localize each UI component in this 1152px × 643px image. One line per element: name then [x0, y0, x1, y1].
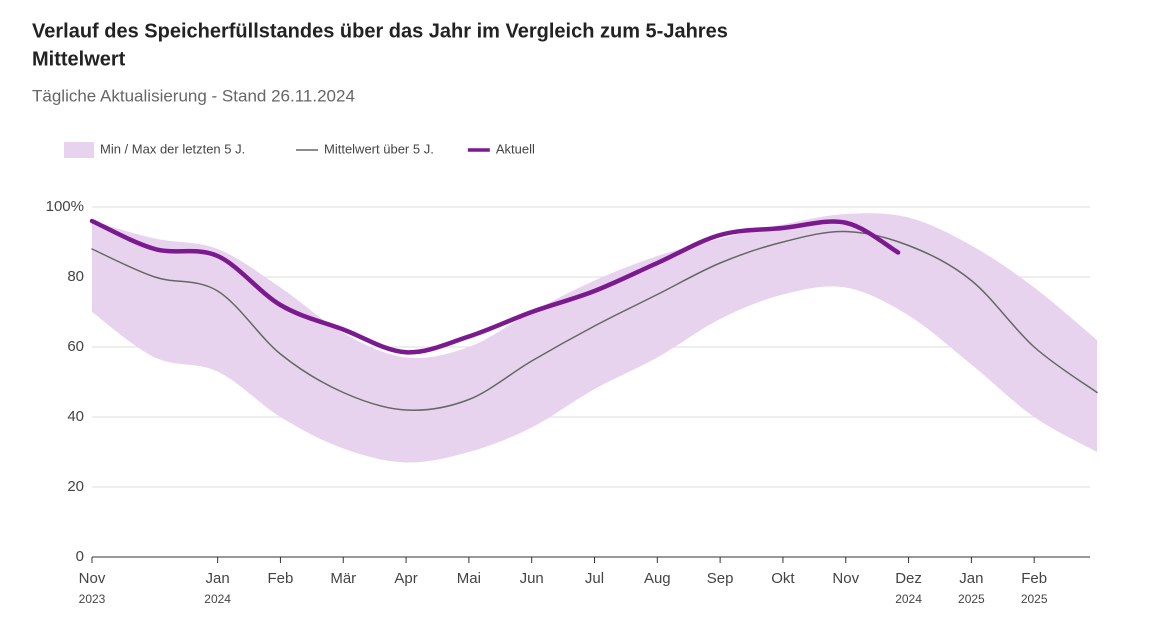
y-tick-label: 60	[67, 338, 84, 355]
x-tick-label: Dez	[895, 570, 922, 587]
y-tick-label: 20	[67, 478, 84, 495]
x-tick-label: Jan	[206, 570, 230, 587]
x-tick-label: Aug	[644, 570, 671, 587]
chart-subtitle: Tägliche Aktualisierung - Stand 26.11.20…	[32, 86, 355, 105]
chart-title: Verlauf des Speicherfüllstandes über das…	[32, 20, 728, 42]
y-tick-label: 100%	[46, 198, 84, 215]
legend-label: Min / Max der letzten 5 J.	[100, 141, 245, 156]
series-line	[91, 230, 1098, 411]
x-tick-label: Mär	[330, 570, 356, 587]
legend-swatch	[64, 142, 94, 158]
chart-title: Mittelwert	[32, 48, 126, 70]
y-tick-label: 0	[76, 548, 84, 565]
x-tick-label: Mai	[457, 570, 481, 587]
y-tick-label: 40	[67, 408, 84, 425]
x-tick-label: Jul	[585, 570, 604, 587]
legend-label: Mittelwert über 5 J.	[324, 141, 434, 156]
x-tick-label: Feb	[268, 570, 294, 587]
x-tick-label: Okt	[771, 570, 795, 587]
x-tick-label: Feb	[1021, 570, 1047, 587]
x-tick-year: 2025	[958, 592, 985, 606]
x-tick-label: Nov	[832, 570, 859, 587]
y-tick-label: 80	[67, 268, 84, 285]
x-tick-year: 2025	[1021, 592, 1048, 606]
x-tick-label: Sep	[707, 570, 734, 587]
x-tick-label: Apr	[394, 570, 417, 587]
x-tick-label: Jan	[959, 570, 983, 587]
x-tick-label: Nov	[79, 570, 106, 587]
band-area	[92, 213, 1097, 463]
x-tick-year: 2024	[204, 592, 231, 606]
series-line	[89, 218, 901, 355]
x-tick-year: 2024	[895, 592, 922, 606]
x-tick-year: 2023	[79, 592, 106, 606]
x-tick-label: Jun	[520, 570, 544, 587]
legend-label: Aktuell	[496, 141, 535, 156]
